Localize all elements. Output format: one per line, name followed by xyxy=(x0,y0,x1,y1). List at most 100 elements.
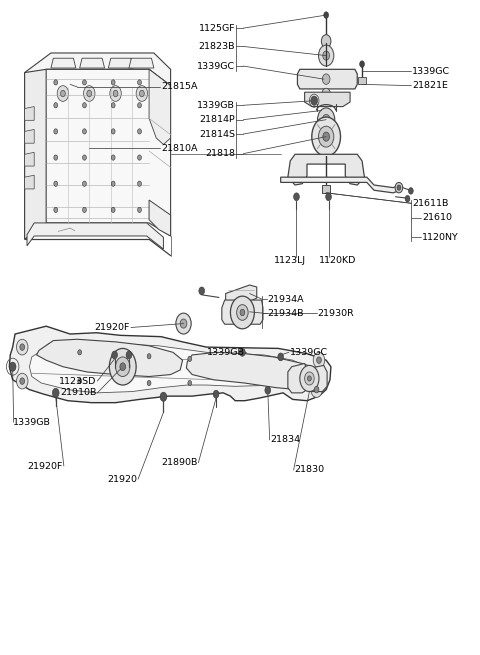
Text: 21830: 21830 xyxy=(295,466,324,474)
Circle shape xyxy=(54,155,58,160)
Circle shape xyxy=(138,80,142,85)
Circle shape xyxy=(54,129,58,134)
Polygon shape xyxy=(281,177,400,193)
Circle shape xyxy=(52,388,59,398)
Circle shape xyxy=(138,129,142,134)
Text: 1339GC: 1339GC xyxy=(290,348,328,357)
Text: 21610: 21610 xyxy=(422,213,452,222)
Text: 21934B: 21934B xyxy=(268,309,304,318)
Circle shape xyxy=(324,12,328,18)
Circle shape xyxy=(314,386,319,393)
Circle shape xyxy=(311,96,318,105)
Polygon shape xyxy=(51,58,76,68)
Circle shape xyxy=(84,86,95,102)
Polygon shape xyxy=(24,107,34,121)
Circle shape xyxy=(138,181,142,186)
Circle shape xyxy=(160,392,167,402)
Circle shape xyxy=(9,362,16,371)
Circle shape xyxy=(322,35,331,48)
Text: 1339GC: 1339GC xyxy=(197,62,235,71)
Circle shape xyxy=(16,373,28,389)
Circle shape xyxy=(240,348,245,356)
Text: 21810A: 21810A xyxy=(161,144,198,153)
Circle shape xyxy=(311,382,323,398)
Circle shape xyxy=(318,108,335,132)
Polygon shape xyxy=(36,339,182,377)
Circle shape xyxy=(300,365,319,392)
Circle shape xyxy=(54,207,58,212)
Circle shape xyxy=(308,376,312,381)
Circle shape xyxy=(405,195,410,202)
Polygon shape xyxy=(186,352,323,390)
Circle shape xyxy=(20,378,24,384)
Polygon shape xyxy=(298,69,357,89)
Circle shape xyxy=(147,354,151,359)
Polygon shape xyxy=(305,92,350,107)
Polygon shape xyxy=(24,153,34,166)
Text: 1339GB: 1339GB xyxy=(207,348,245,357)
Circle shape xyxy=(265,386,271,394)
Text: 21890B: 21890B xyxy=(161,458,197,467)
Circle shape xyxy=(54,103,58,108)
Circle shape xyxy=(83,103,86,108)
Circle shape xyxy=(188,356,192,362)
Circle shape xyxy=(16,339,28,355)
Circle shape xyxy=(319,45,334,66)
Circle shape xyxy=(305,372,314,385)
Circle shape xyxy=(408,187,413,194)
Polygon shape xyxy=(24,69,170,239)
Circle shape xyxy=(83,80,86,85)
Circle shape xyxy=(113,90,118,97)
Circle shape xyxy=(188,381,192,386)
Circle shape xyxy=(111,155,115,160)
Circle shape xyxy=(54,80,58,85)
Circle shape xyxy=(147,381,151,386)
Text: 21920: 21920 xyxy=(107,475,137,483)
Circle shape xyxy=(323,51,329,60)
Circle shape xyxy=(138,103,142,108)
Text: 21834: 21834 xyxy=(271,436,301,445)
Circle shape xyxy=(317,357,322,364)
Circle shape xyxy=(111,80,115,85)
Polygon shape xyxy=(149,69,170,145)
Text: 1339GB: 1339GB xyxy=(197,101,235,110)
Circle shape xyxy=(140,90,144,97)
Text: 21920F: 21920F xyxy=(95,323,130,332)
Circle shape xyxy=(312,117,340,157)
Polygon shape xyxy=(288,155,364,185)
Circle shape xyxy=(83,129,86,134)
Circle shape xyxy=(54,181,58,186)
Polygon shape xyxy=(24,130,34,143)
Circle shape xyxy=(126,351,132,359)
Circle shape xyxy=(60,90,65,97)
Polygon shape xyxy=(24,175,34,189)
Circle shape xyxy=(230,296,254,329)
Circle shape xyxy=(83,155,86,160)
Circle shape xyxy=(111,181,115,186)
Circle shape xyxy=(360,61,364,67)
Text: 1339GC: 1339GC xyxy=(412,67,450,76)
Circle shape xyxy=(111,207,115,212)
Circle shape xyxy=(213,390,219,398)
Circle shape xyxy=(78,350,82,355)
Circle shape xyxy=(111,103,115,108)
Circle shape xyxy=(138,207,142,212)
Circle shape xyxy=(237,305,248,320)
Circle shape xyxy=(78,379,82,384)
Circle shape xyxy=(57,86,69,102)
Circle shape xyxy=(111,129,115,134)
Text: 21818: 21818 xyxy=(205,149,235,158)
Circle shape xyxy=(323,132,329,141)
Text: 21910B: 21910B xyxy=(60,388,96,398)
Circle shape xyxy=(180,319,187,328)
Polygon shape xyxy=(288,364,307,393)
Circle shape xyxy=(319,126,334,147)
Text: 21920F: 21920F xyxy=(27,462,63,470)
Text: 1123SD: 1123SD xyxy=(59,377,96,386)
Text: 21611B: 21611B xyxy=(412,199,449,208)
Circle shape xyxy=(136,86,148,102)
Circle shape xyxy=(110,86,121,102)
Polygon shape xyxy=(24,69,46,239)
Text: 21814S: 21814S xyxy=(199,130,235,138)
Circle shape xyxy=(116,357,130,377)
